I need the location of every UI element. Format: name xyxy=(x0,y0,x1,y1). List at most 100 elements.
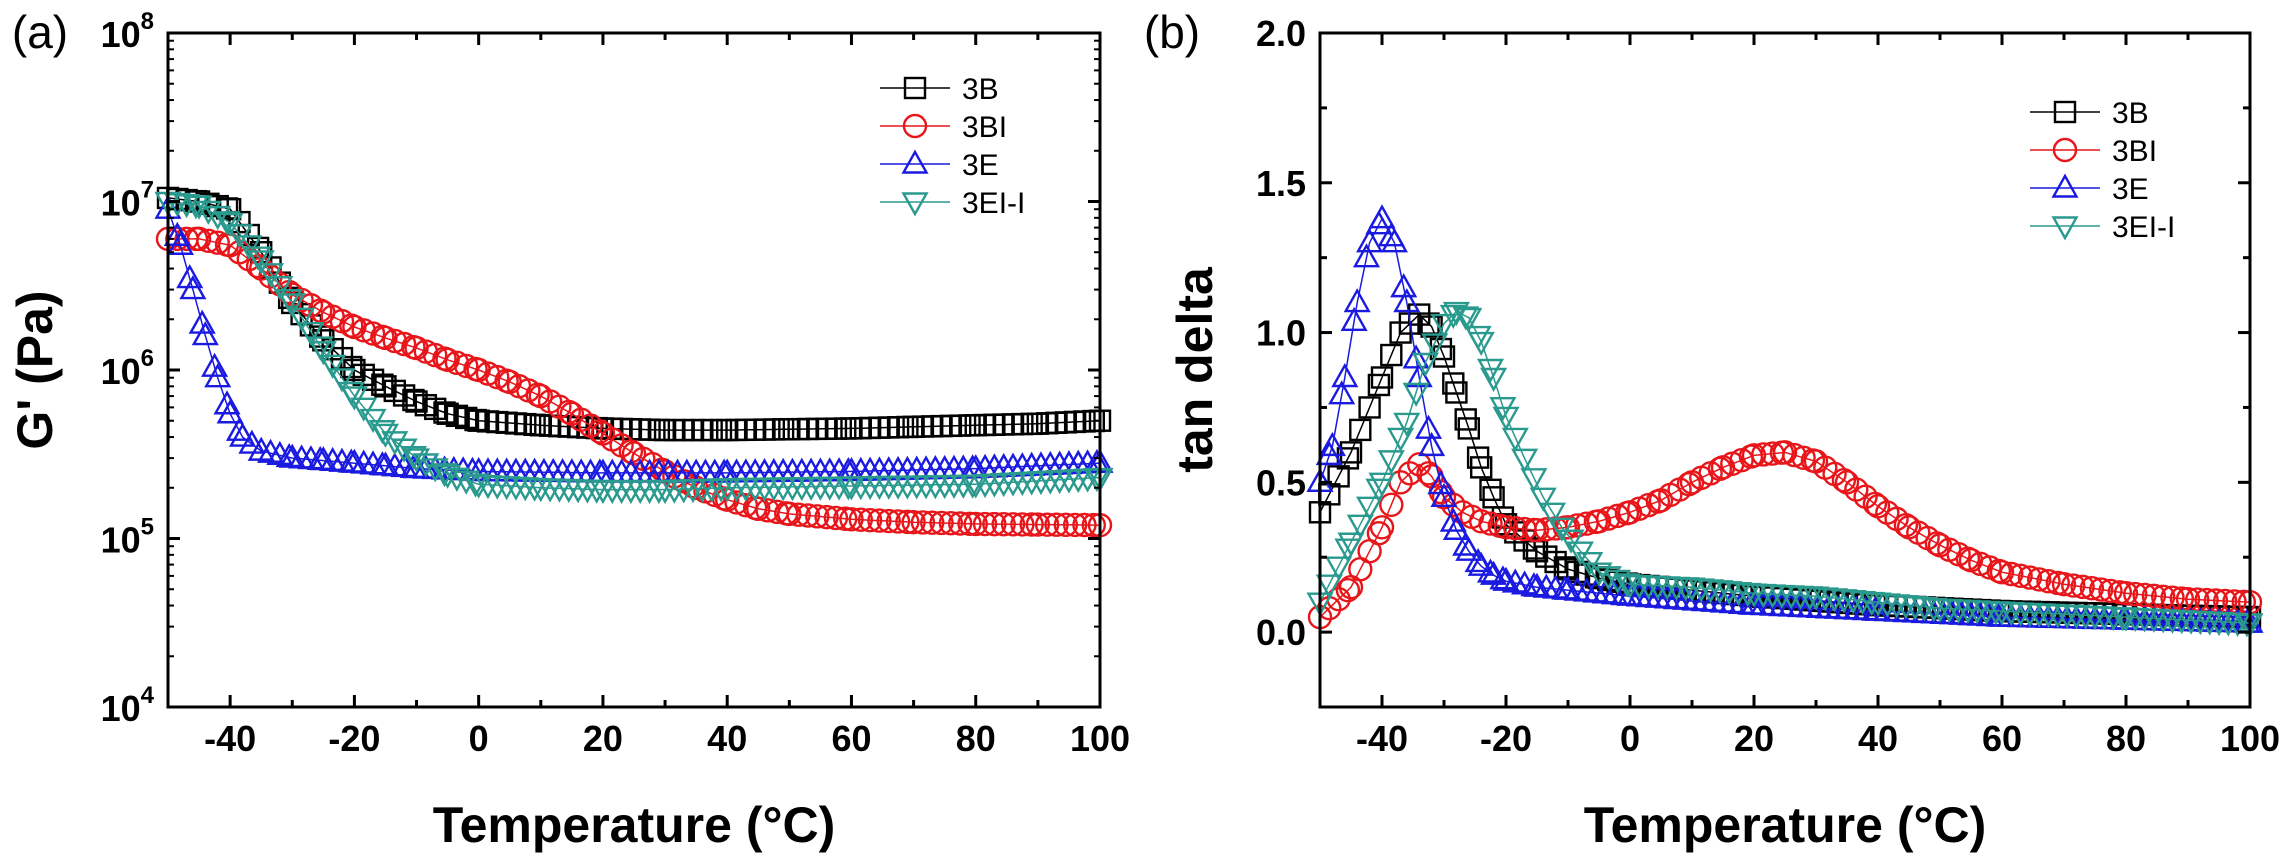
x-tick-label: 60 xyxy=(831,718,871,759)
data-point-3B xyxy=(371,373,394,396)
data-series xyxy=(1306,204,2264,638)
chart-panel-a: -40 -20 0 20 40 60 80 100 104 105 106 107 108 Tempera… xyxy=(7,6,1130,853)
data-point-3BI xyxy=(814,504,839,530)
data-point-3BI xyxy=(1072,512,1097,538)
x-tick-label: -40 xyxy=(204,718,256,759)
data-point-3BI xyxy=(1772,440,1798,465)
series-3B xyxy=(156,186,1112,442)
legend: 3B 3BI 3E 3EI-I xyxy=(880,73,1025,220)
data-point-3B xyxy=(1445,381,1468,404)
data-point-3BI xyxy=(2036,568,2061,594)
data-point-3BI xyxy=(454,353,479,379)
data-point-3BI xyxy=(1791,445,1816,470)
data-point-3EI-I xyxy=(1529,487,1557,512)
data-point-3BI xyxy=(1782,442,1807,468)
data-point-3E xyxy=(1467,551,1495,576)
data-point-3BI xyxy=(2051,571,2077,597)
data-point-3BI xyxy=(2079,576,2105,601)
data-point-3BI xyxy=(876,508,901,534)
data-point-3BI xyxy=(957,511,982,536)
data-point-3B xyxy=(1457,417,1481,440)
data-point-3E xyxy=(1318,431,1346,457)
data-point-3EI-I xyxy=(1594,566,1622,591)
data-point-3EI-I xyxy=(1356,496,1384,521)
legend-label: 3E xyxy=(962,149,999,182)
x-tick-label: 40 xyxy=(707,718,747,759)
legend-label: 3B xyxy=(2112,97,2149,130)
data-point-3E xyxy=(1439,507,1467,532)
data-point-3B xyxy=(433,401,456,424)
data-point-3BI xyxy=(2098,578,2123,604)
data-point-3BI xyxy=(786,502,811,527)
data-point-3BI xyxy=(901,509,926,535)
data-point-3EI-I xyxy=(1346,514,1374,539)
x-tick-label: 100 xyxy=(1070,718,1130,759)
data-point-3E xyxy=(191,321,219,346)
data-point-3EI-I xyxy=(1538,502,1567,527)
data-point-3B xyxy=(402,388,425,412)
data-point-3EI-I xyxy=(434,464,462,489)
data-point-3BI xyxy=(205,230,230,255)
series-line-3B xyxy=(1319,313,2250,618)
legend-label: 3EI-I xyxy=(2112,211,2175,244)
data-point-3EI-I xyxy=(443,467,471,492)
x-tick-label: 0 xyxy=(1620,718,1640,759)
y-tick-label: 106 xyxy=(101,345,154,392)
data-point-3BI xyxy=(2132,582,2157,608)
data-point-3BI xyxy=(1741,443,1767,468)
legend-item-3E: 3E xyxy=(880,149,999,182)
series-line-3B xyxy=(167,197,1101,431)
data-point-3B xyxy=(1432,345,1456,368)
data-point-3E xyxy=(1418,431,1446,457)
data-point-3EI-I xyxy=(1455,307,1483,333)
data-point-3BI xyxy=(1999,561,2024,587)
plot-frame xyxy=(166,31,1102,709)
data-point-3EI-I xyxy=(266,276,294,301)
data-point-3BI xyxy=(391,331,417,357)
data-point-3EI-I xyxy=(421,458,449,483)
data-point-3E xyxy=(179,275,207,300)
y-tick-label: 1.5 xyxy=(1256,163,1306,204)
data-point-3EI-I xyxy=(297,321,325,347)
data-point-3BI xyxy=(1831,468,1857,493)
data-point-3EI-I xyxy=(288,307,316,332)
data-point-3E xyxy=(1368,204,1396,229)
series-3EI-I xyxy=(154,191,1114,505)
legend-item-3B: 3B xyxy=(2030,97,2149,130)
series-3BI xyxy=(1307,440,2263,630)
series-line-3EI-I xyxy=(167,200,1101,491)
plot-frame xyxy=(1318,31,2252,709)
x-tick-label: -20 xyxy=(328,718,380,759)
legend-label: 3BI xyxy=(2112,135,2157,168)
y-tick-label: 2.0 xyxy=(1256,13,1306,54)
data-point-3E xyxy=(1442,515,1470,540)
data-point-3B xyxy=(1370,366,1394,389)
x-axis-title: Temperature (°C) xyxy=(433,797,835,853)
data-point-3BI xyxy=(805,504,830,529)
data-point-3E xyxy=(1340,306,1368,332)
data-point-3EI-I xyxy=(1387,427,1415,452)
data-point-3E xyxy=(1476,558,1505,583)
x-tick-label: 80 xyxy=(956,718,996,759)
legend-marker-3E xyxy=(2051,173,2079,198)
legend-marker-3E xyxy=(901,149,929,174)
data-point-3EI-I xyxy=(1492,406,1520,431)
data-point-3BI xyxy=(1044,512,1069,537)
y-axis-title: G' (Pa) xyxy=(7,290,63,449)
legend-item-3BI: 3BI xyxy=(2030,135,2157,168)
data-point-3EI-I xyxy=(1421,333,1449,358)
data-point-3EI-I xyxy=(309,341,337,366)
data-point-3EI-I xyxy=(399,445,427,471)
data-point-3EI-I xyxy=(1325,556,1353,581)
data-point-3E xyxy=(201,352,229,377)
data-point-3BI xyxy=(1379,492,1404,517)
data-point-3EI-I xyxy=(371,423,400,448)
data-point-3BI xyxy=(724,490,749,515)
data-point-3BI xyxy=(839,507,864,532)
data-point-3BI xyxy=(1053,512,1079,538)
data-point-3E xyxy=(1393,288,1421,313)
legend-marker-3EI-I xyxy=(2051,216,2079,241)
data-point-3E xyxy=(166,230,194,255)
data-point-3BI xyxy=(1605,503,1630,529)
x-tick-label: 0 xyxy=(469,718,489,759)
